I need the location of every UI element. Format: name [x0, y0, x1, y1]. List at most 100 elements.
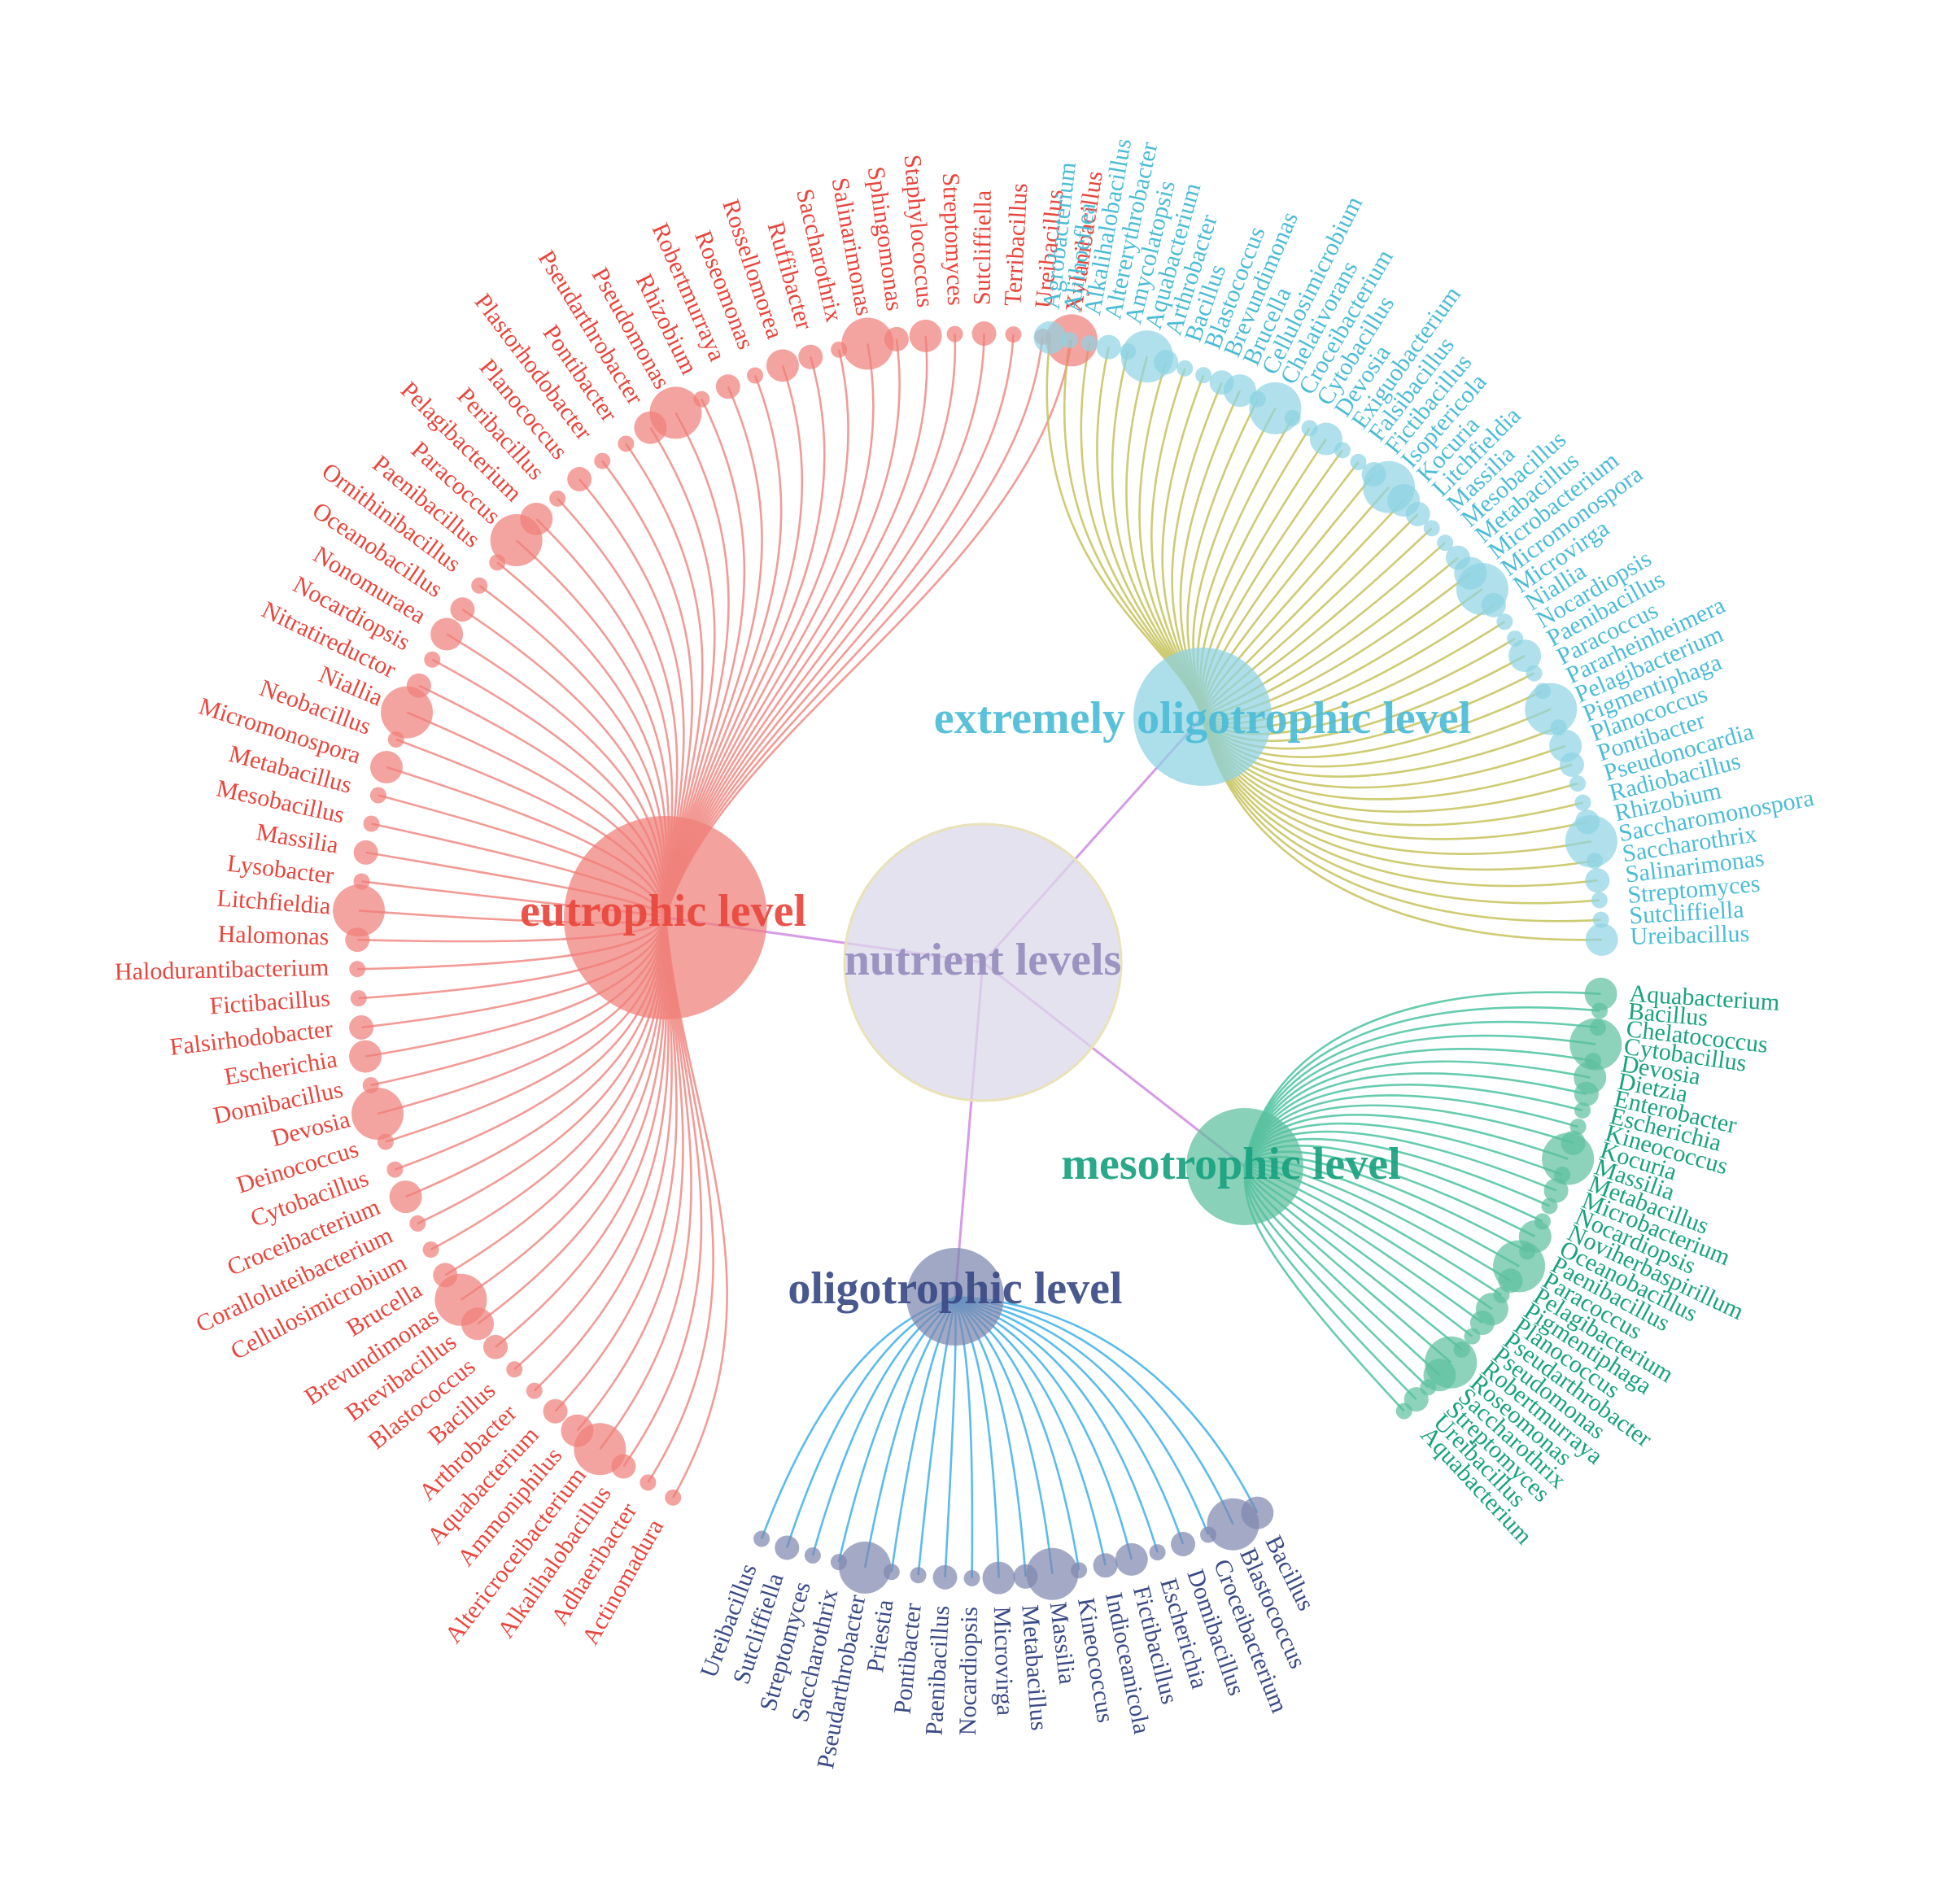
leaf-node: [831, 341, 848, 358]
leaf-node: [490, 514, 543, 567]
leaf-node: [471, 577, 488, 594]
root-node: [843, 822, 1123, 1102]
leaf-node: [1584, 977, 1617, 1010]
hub-node-oligotrophic: [906, 1248, 1004, 1346]
leaf-node: [798, 344, 823, 369]
leaf-node: [634, 411, 667, 444]
leaf-node: [1574, 1102, 1591, 1119]
leaf-node: [839, 1541, 892, 1594]
leaf-edge: [954, 1295, 1185, 1545]
hub-label-eutrophic: eutrophic level: [520, 886, 806, 936]
leaf-label: Streptomyces: [937, 172, 969, 306]
leaf-node: [982, 1561, 1015, 1595]
leaf-node: [1176, 360, 1194, 377]
leaf-node: [370, 751, 404, 784]
leaf-label: Fictibacillus: [209, 984, 331, 1019]
leaf-node: [1541, 1198, 1558, 1215]
leaf-node: [1200, 1526, 1217, 1543]
leaf-node: [1249, 382, 1302, 434]
leaf-node: [946, 325, 963, 342]
leaf-node: [1569, 1018, 1622, 1071]
leaf-node: [1195, 367, 1212, 384]
leaf-edge: [954, 1295, 1210, 1535]
leaf-node: [1309, 422, 1342, 456]
leaf-node: [1543, 1178, 1569, 1203]
leaf-node: [377, 1133, 394, 1150]
leaf-node: [1061, 332, 1078, 349]
leaf-node: [1154, 350, 1179, 375]
leaf-node: [1033, 321, 1067, 354]
leaf-node: [1005, 326, 1022, 343]
leaf-node: [350, 990, 367, 1007]
leaf-node: [1464, 1328, 1481, 1345]
leaf-node: [333, 884, 386, 937]
leaf-node: [804, 1547, 821, 1564]
leaf-label: Terribacillus: [999, 182, 1032, 307]
leaf-node: [1565, 815, 1617, 868]
node-circles: [333, 314, 1622, 1600]
leaf-node: [1403, 1387, 1429, 1412]
leaf-label: Litchfieldia: [216, 884, 332, 919]
leaf-label: Ureibacillus: [1630, 920, 1749, 950]
leaf-node: [543, 1398, 568, 1424]
leaf-node: [1026, 1547, 1079, 1600]
leaf-node: [1334, 442, 1351, 459]
leaf-node: [387, 731, 404, 748]
leaf-node: [1496, 613, 1513, 630]
leaf-node: [1207, 1498, 1259, 1551]
leaf-node: [1171, 1531, 1196, 1556]
leaf-node: [841, 317, 894, 370]
leaf-node: [1096, 334, 1121, 360]
leaf-node: [489, 554, 506, 571]
leaf-node: [349, 961, 366, 978]
leaf-node: [409, 1215, 426, 1232]
leaf-node: [567, 467, 592, 492]
leaf-node: [422, 1241, 439, 1259]
leaf-node: [830, 1554, 847, 1571]
leaf-node: [1350, 453, 1367, 470]
leaf-node: [389, 1180, 422, 1214]
node-labels: XylanibacillusUreibacillusTerribacillusS…: [115, 137, 1816, 1771]
leaf-node: [1587, 853, 1604, 870]
leaf-node: [506, 1361, 523, 1378]
leaf-node: [424, 651, 441, 668]
leaf-node: [1526, 665, 1543, 682]
hub-node-eutrophic: [564, 816, 767, 1019]
leaf-node: [910, 1567, 927, 1584]
leaf-node: [1423, 520, 1440, 537]
leaf-node: [386, 1161, 404, 1178]
leaf-node: [594, 452, 611, 469]
leaf-node: [430, 617, 464, 651]
leaf-node: [1093, 1553, 1118, 1578]
leaf-node: [971, 321, 997, 347]
hub-label-oligotrophic: oligotrophic level: [788, 1263, 1122, 1314]
hub-node-mesotrophic: [1186, 1108, 1303, 1225]
leaf-node: [766, 349, 799, 382]
leaf-label: Sutcliffiella: [969, 190, 997, 305]
leaf-node: [775, 1535, 800, 1560]
leaf-node: [909, 319, 942, 352]
leaf-node: [349, 1014, 374, 1040]
leaf-node: [1591, 892, 1608, 909]
leaf-node: [1591, 1002, 1609, 1019]
leaf-node: [753, 1530, 770, 1547]
leaf-node: [1481, 592, 1506, 617]
leaf-node: [1585, 868, 1610, 893]
hub-label-mesotrophic: mesotrophic level: [1061, 1139, 1400, 1189]
leaf-node: [1115, 1542, 1148, 1576]
leaf-node: [1013, 1564, 1038, 1589]
leaf-node: [1437, 534, 1454, 552]
leaf-label: Microvirga: [989, 1606, 1019, 1716]
leaf-node: [1080, 334, 1098, 351]
leaf-node: [1559, 752, 1584, 777]
leaf-node: [932, 1564, 958, 1590]
leaf-node: [526, 1382, 543, 1399]
leaf-node: [1585, 923, 1618, 956]
leaf-node: [1574, 794, 1591, 811]
leaf-label: Nocardiopsis: [954, 1607, 983, 1736]
leaf-label: Halodurantibacterium: [115, 954, 330, 986]
leaf-node: [1395, 1403, 1412, 1420]
leaf-node: [1284, 409, 1301, 426]
leaf-node: [1569, 775, 1587, 792]
